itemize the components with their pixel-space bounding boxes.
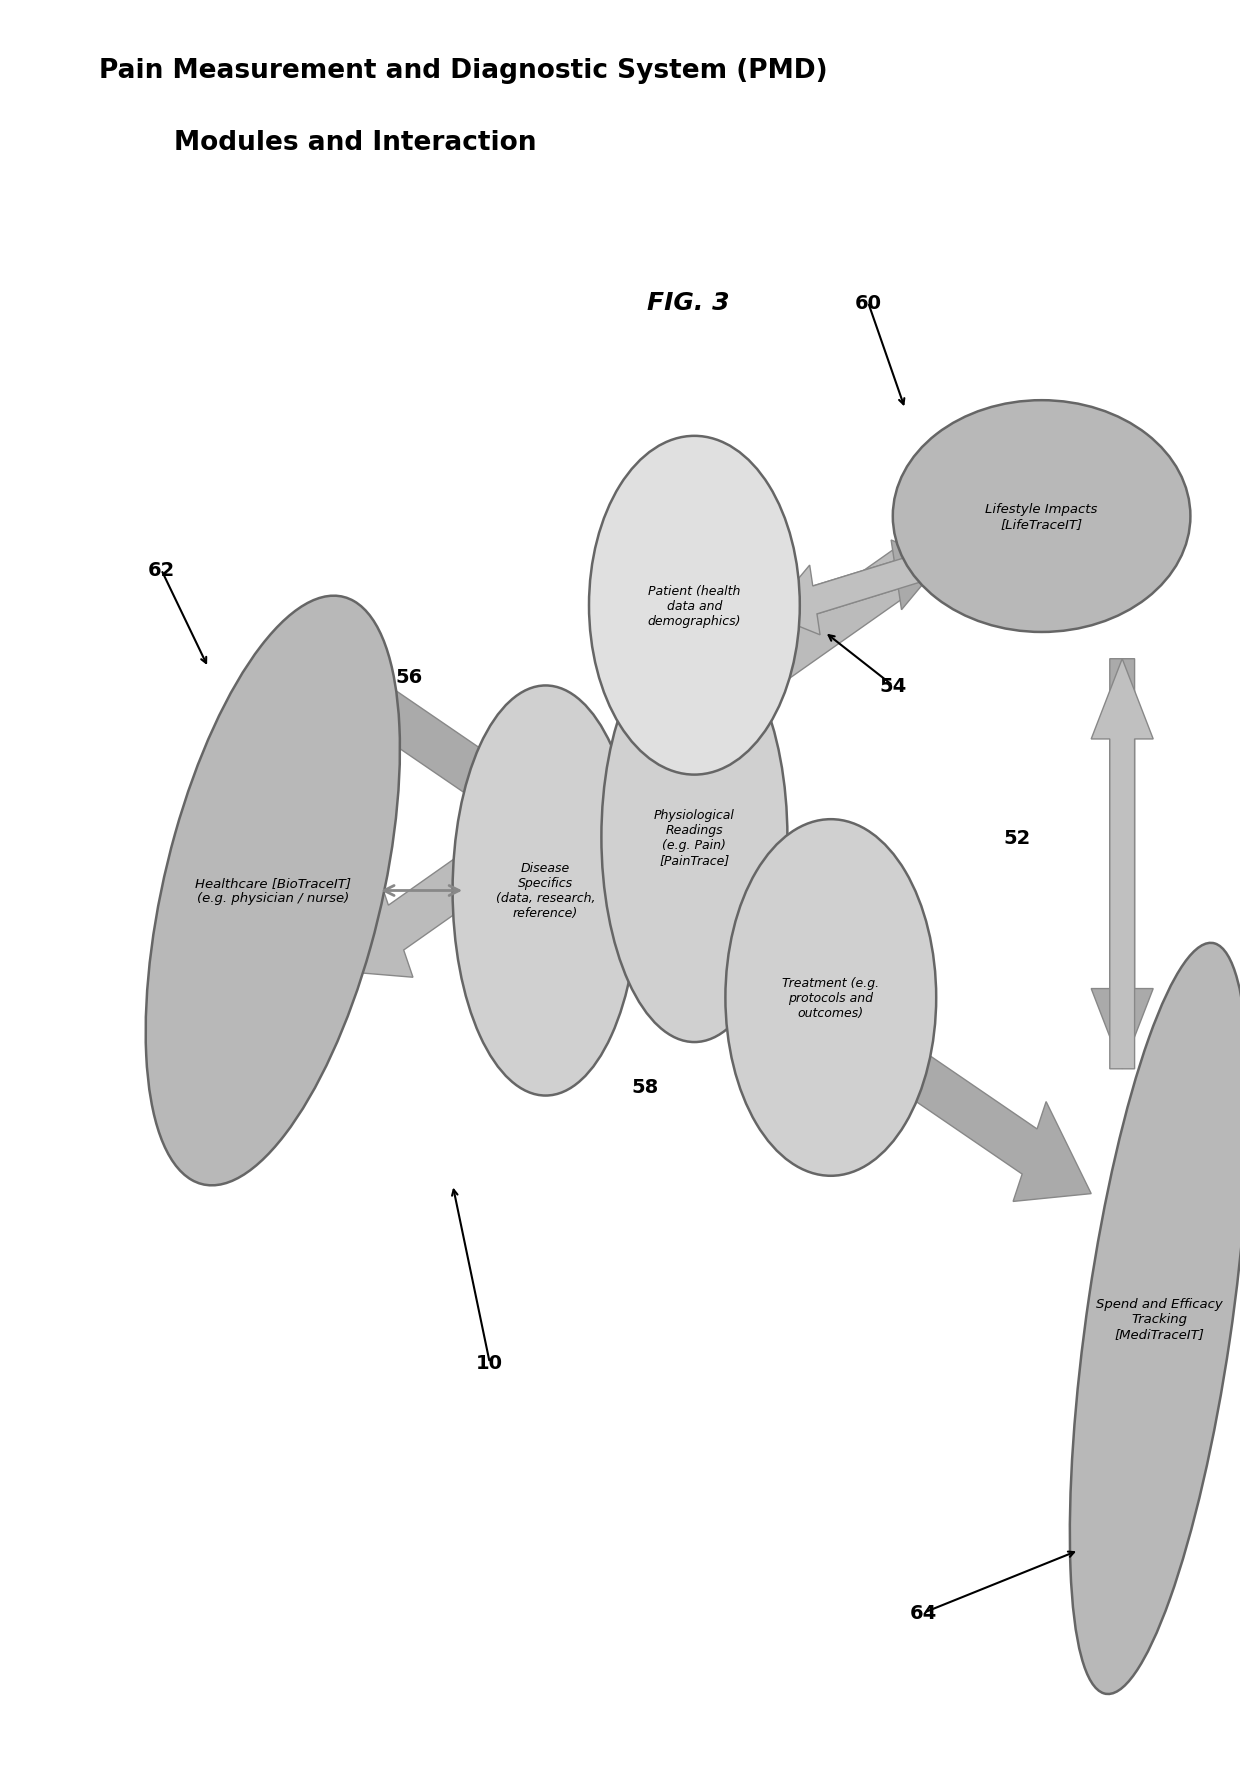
- Polygon shape: [327, 654, 1091, 1201]
- Text: 58: 58: [631, 1078, 658, 1096]
- Text: Modules and Interaction: Modules and Interaction: [174, 130, 536, 155]
- Text: 60: 60: [854, 294, 882, 312]
- Ellipse shape: [1070, 943, 1240, 1695]
- Text: Physiological
Readings
(e.g. Pain)
[PainTrace]: Physiological Readings (e.g. Pain) [Pain…: [653, 809, 735, 866]
- Text: FIG. 3: FIG. 3: [647, 290, 729, 315]
- Polygon shape: [769, 547, 945, 636]
- Text: Patient (health
data and
demographics): Patient (health data and demographics): [647, 584, 742, 627]
- Ellipse shape: [145, 597, 401, 1185]
- Polygon shape: [1091, 659, 1153, 1069]
- Polygon shape: [608, 866, 760, 975]
- Text: Healthcare [BioTraceIT]
(e.g. physician / nurse): Healthcare [BioTraceIT] (e.g. physician …: [195, 877, 351, 905]
- Text: Disease
Specifics
(data, research,
reference): Disease Specifics (data, research, refer…: [496, 862, 595, 920]
- Ellipse shape: [725, 820, 936, 1176]
- Polygon shape: [335, 520, 950, 978]
- Text: 54: 54: [879, 677, 906, 695]
- Polygon shape: [766, 540, 942, 629]
- Text: 52: 52: [1003, 829, 1030, 846]
- Text: Treatment (e.g.
protocols and
outcomes): Treatment (e.g. protocols and outcomes): [782, 977, 879, 1019]
- Text: 56: 56: [396, 668, 423, 686]
- Ellipse shape: [601, 633, 787, 1042]
- Text: 10: 10: [476, 1354, 503, 1372]
- Ellipse shape: [893, 401, 1190, 633]
- Text: 62: 62: [148, 561, 175, 579]
- Text: Pain Measurement and Diagnostic System (PMD): Pain Measurement and Diagnostic System (…: [99, 59, 828, 84]
- Ellipse shape: [453, 686, 639, 1096]
- Text: Spend and Efficacy
Tracking
[MediTraceIT]: Spend and Efficacy Tracking [MediTraceIT…: [1096, 1297, 1223, 1340]
- Polygon shape: [604, 861, 756, 969]
- Polygon shape: [1091, 659, 1153, 1069]
- Text: 64: 64: [910, 1604, 937, 1622]
- Text: Lifestyle Impacts
[LifeTraceIT]: Lifestyle Impacts [LifeTraceIT]: [986, 503, 1097, 531]
- Ellipse shape: [589, 437, 800, 775]
